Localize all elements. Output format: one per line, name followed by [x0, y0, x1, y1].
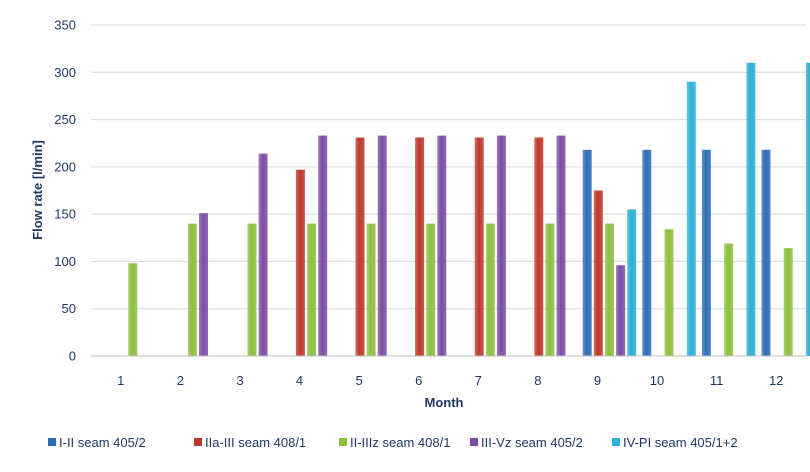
y-axis-title: Flow rate [l/min]	[30, 140, 45, 240]
bar-4-month-6	[437, 135, 447, 356]
legend-swatch	[612, 438, 620, 446]
x-tick-label: 1	[117, 373, 124, 388]
y-tick-labels: 0 50 100 150 200 250 300 350	[54, 18, 76, 364]
x-tick-label: 2	[177, 373, 184, 388]
bar-5-month-9	[627, 209, 637, 356]
bar-3-month-1	[128, 263, 138, 356]
bar-4-month-8	[556, 135, 566, 356]
x-tick-labels: 1 2 3 4 5 6 7 8 9 10 11 12	[117, 373, 783, 388]
bar-2-month-6	[415, 137, 425, 356]
legend-swatch	[194, 438, 202, 446]
bar-3-month-2	[187, 223, 197, 356]
bar-3-month-10	[664, 229, 674, 356]
bar-3-month-8	[545, 223, 555, 356]
bar-2-month-7	[474, 137, 484, 356]
x-tick-label: 6	[415, 373, 422, 388]
x-tick-label: 3	[236, 373, 243, 388]
y-tick-label: 300	[54, 65, 76, 80]
bar-2-month-4	[295, 169, 305, 356]
bar-2-month-5	[355, 137, 365, 356]
bar-3-month-6	[426, 223, 436, 356]
bar-3-month-11	[724, 243, 734, 356]
legend-swatch	[339, 438, 347, 446]
x-tick-label: 11	[710, 373, 724, 388]
legend-swatch	[48, 438, 56, 446]
x-tick-label: 12	[769, 373, 783, 388]
bar-2-month-8	[534, 137, 544, 356]
bar-3-month-3	[247, 223, 257, 356]
bars	[128, 62, 810, 357]
bar-4-month-2	[199, 213, 208, 356]
bar-4-month-4	[318, 135, 328, 356]
bar-5-month-10	[686, 81, 696, 356]
bar-4-month-5	[377, 135, 387, 356]
bar-1-month-10	[642, 149, 652, 356]
y-tick-label: 150	[54, 207, 76, 222]
x-axis-title: Month	[425, 395, 464, 410]
x-tick-label: 5	[355, 373, 362, 388]
gridlines	[91, 24, 806, 310]
y-tick-label: 250	[54, 112, 76, 127]
legend-label: II-IIIz seam 408/1	[350, 435, 450, 450]
y-tick-label: 200	[54, 159, 76, 174]
legend-swatch	[470, 438, 478, 446]
bar-4-month-7	[496, 135, 506, 356]
legend-label: III-Vz seam 405/2	[481, 435, 583, 450]
x-tick-label: 4	[296, 373, 303, 388]
y-tick-label: 350	[54, 18, 76, 33]
bar-1-month-9	[582, 149, 592, 356]
bar-2-month-9	[593, 190, 603, 356]
bar-1-month-11	[701, 149, 711, 356]
bar-1-month-12	[761, 149, 771, 356]
bar-4-month-3	[258, 153, 268, 356]
y-tick-label: 100	[54, 254, 76, 269]
bar-5-month-11	[746, 62, 756, 357]
bar-3-month-4	[307, 223, 316, 356]
x-tick-label: 7	[475, 373, 482, 388]
legend-label: IIa-III seam 408/1	[205, 435, 306, 450]
x-tick-label: 9	[594, 373, 601, 388]
bar-3-month-9	[605, 223, 614, 356]
bar-5-month-12	[805, 62, 810, 357]
legend-label: IV-PI seam 405/1+2	[623, 435, 738, 450]
x-tick-label: 10	[650, 373, 664, 388]
bar-4-month-9	[616, 265, 626, 356]
x-tick-label: 8	[534, 373, 541, 388]
legend: I-II seam 405/2 IIa-III seam 408/1 II-IIIz…	[48, 435, 738, 450]
bar-3-month-12	[783, 248, 793, 356]
bar-3-month-7	[485, 223, 495, 356]
y-tick-label: 50	[62, 301, 76, 316]
y-tick-label: 0	[69, 349, 76, 364]
legend-label: I-II seam 405/2	[59, 435, 146, 450]
bar-3-month-5	[366, 223, 376, 356]
